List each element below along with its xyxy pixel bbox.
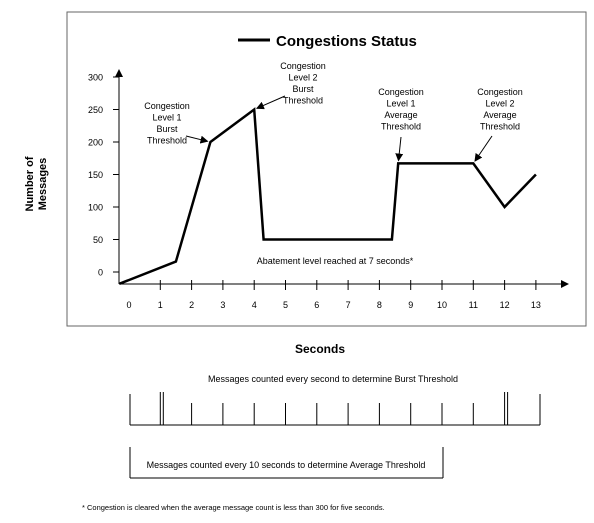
y-tick-label: 250 — [88, 105, 103, 115]
y-axis-title-line-1: Number of — [24, 156, 36, 211]
annotation-text: Average — [384, 110, 417, 120]
x-tick-label: 3 — [220, 300, 225, 310]
annotation-text: Burst — [292, 84, 314, 94]
burst-interval-strip — [129, 392, 541, 426]
x-tick-label: 10 — [437, 300, 447, 310]
y-tick-label: 0 — [98, 268, 103, 278]
x-tick-label: 2 — [189, 300, 194, 310]
y-tick-label: 300 — [88, 73, 103, 83]
series-line — [119, 107, 537, 285]
annotation-text: Threshold — [283, 96, 323, 106]
annotation-text: Congestion — [144, 101, 190, 111]
average-caption: Messages counted every 10 seconds to det… — [147, 460, 426, 470]
annotation-text: Threshold — [147, 136, 187, 146]
y-axis-ticks: 0 50 100 150 200 250 300 — [88, 73, 119, 278]
annotation-arrow — [255, 95, 286, 110]
x-tick-label: 6 — [314, 300, 319, 310]
annotation-text: Level 2 — [288, 73, 317, 83]
annotation-text: Level 1 — [386, 99, 415, 109]
x-tick-label: 13 — [531, 300, 541, 310]
annotation-text: Congestion — [477, 87, 523, 97]
annotation-text: Average — [483, 110, 516, 120]
annotation-text: Level 1 — [152, 113, 181, 123]
x-tick-label: 0 — [126, 300, 131, 310]
x-tick-label: 4 — [252, 300, 257, 310]
annotation-text: Congestion — [378, 87, 424, 97]
x-tick-label: 9 — [408, 300, 413, 310]
x-axis-ticks: 0 1 2 3 4 5 6 7 8 9 10 11 12 13 — [126, 280, 541, 310]
y-tick-label: 100 — [88, 203, 103, 213]
x-axis-title: Seconds — [295, 342, 345, 356]
abatement-note: Abatement level reached at 7 seconds* — [257, 256, 414, 266]
y-tick-label: 50 — [93, 235, 103, 245]
y-axis-title-line-2: Messages — [37, 158, 49, 211]
x-tick-label: 8 — [377, 300, 382, 310]
y-tick-label: 150 — [88, 170, 103, 180]
footnote: * Congestion is cleared when the average… — [82, 503, 385, 512]
annotation-text: Burst — [156, 124, 178, 134]
legend-label: Congestions Status — [276, 33, 417, 50]
x-tick-label: 12 — [500, 300, 510, 310]
annotation-text: Threshold — [480, 122, 520, 132]
y-tick-label: 200 — [88, 138, 103, 148]
annotation-text: Congestion — [280, 61, 326, 71]
average-interval-strip: Messages counted every 10 seconds to det… — [129, 447, 444, 479]
y-axis-title: Number of Messages — [24, 156, 49, 211]
annotation-arrow — [474, 135, 493, 162]
x-tick-label: 7 — [346, 300, 351, 310]
x-tick-label: 5 — [283, 300, 288, 310]
annotation-text: Threshold — [381, 122, 421, 132]
annotation-arrow — [185, 135, 209, 144]
x-tick-label: 1 — [158, 300, 163, 310]
legend: Congestions Status — [238, 33, 417, 50]
annotation-text: Level 2 — [485, 99, 514, 109]
burst-caption: Messages counted every second to determi… — [208, 374, 458, 384]
x-tick-label: 11 — [469, 300, 478, 310]
annotation-arrow — [395, 136, 404, 162]
chart-frame — [66, 11, 587, 327]
